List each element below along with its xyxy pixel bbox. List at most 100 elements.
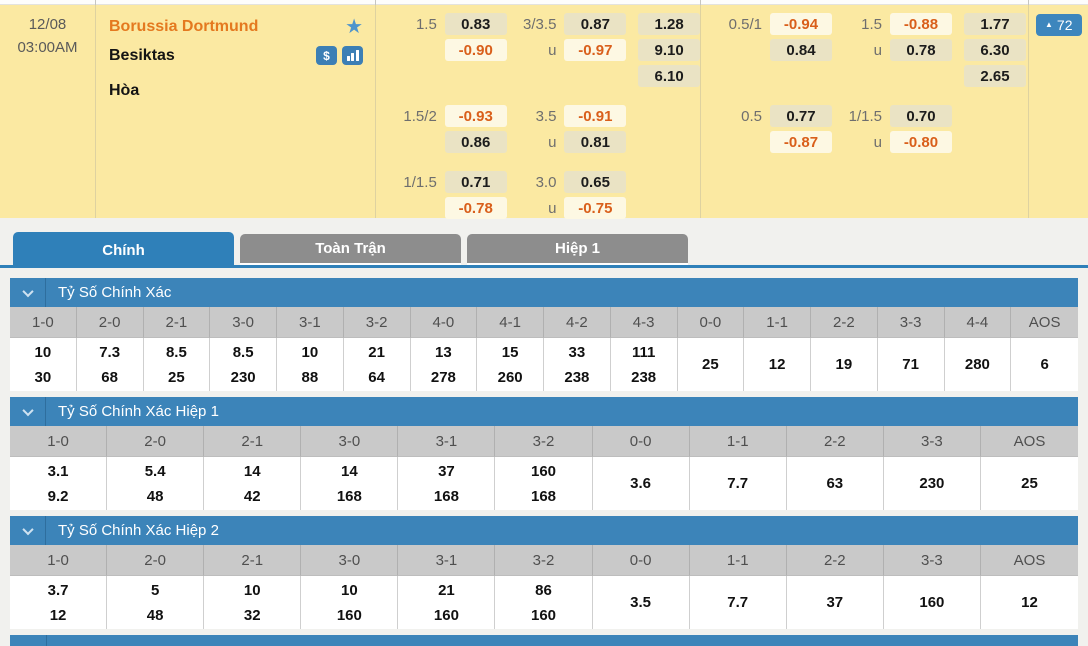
odds-1x2-value[interactable]: 1.77 (964, 13, 1026, 35)
score-odds-value[interactable]: 7.3 (99, 343, 121, 361)
score-odds-cell[interactable]: 3.6 (592, 457, 690, 510)
score-odds-value[interactable]: 71 (902, 356, 919, 373)
score-odds-value[interactable]: 13 (435, 343, 452, 361)
odds-value[interactable]: 0.71 (444, 171, 507, 193)
score-odds-value[interactable]: 280 (964, 356, 990, 373)
score-odds-value[interactable]: 6 (1040, 356, 1049, 373)
score-odds-value[interactable]: 64 (368, 368, 385, 386)
score-odds-value[interactable]: 10 (301, 343, 319, 361)
score-odds-value[interactable]: 160 (531, 462, 557, 480)
score-odds-cell[interactable]: 160 168 (495, 457, 593, 510)
odds-value[interactable]: -0.93 (444, 105, 507, 127)
score-odds-value[interactable]: 168 (433, 487, 459, 505)
score-odds-cell[interactable]: 5.4 48 (107, 457, 205, 510)
score-odds-value[interactable]: 230 (919, 475, 945, 492)
score-odds-value[interactable]: 230 (230, 368, 256, 386)
chevron-down-icon[interactable] (10, 516, 46, 545)
tab-hiep-1[interactable]: Hiệp 1 (467, 234, 688, 265)
odds-1x2-value[interactable]: 9.10 (638, 39, 701, 61)
bar-chart-icon[interactable] (342, 46, 363, 65)
score-odds-value[interactable]: 238 (564, 368, 590, 386)
star-favorite-icon[interactable]: ★ (345, 15, 363, 38)
score-odds-value[interactable]: 48 (146, 487, 164, 505)
score-odds-value[interactable]: 3.5 (630, 594, 652, 611)
chevron-down-icon[interactable] (10, 397, 46, 426)
odds-value[interactable]: 0.77 (770, 105, 832, 127)
score-odds-value[interactable]: 160 (919, 594, 945, 611)
odds-value[interactable]: 0.86 (444, 131, 507, 153)
score-odds-cell[interactable]: 3.7 12 (10, 576, 108, 629)
score-odds-cell[interactable]: 37 (786, 576, 884, 629)
score-odds-value[interactable]: 7.7 (727, 594, 749, 611)
away-team-name[interactable]: Besiktas (109, 46, 175, 64)
score-odds-value[interactable]: 30 (34, 368, 52, 386)
score-odds-cell[interactable]: 3.1 9.2 (10, 457, 108, 510)
score-odds-value[interactable]: 21 (368, 343, 385, 361)
odds-value[interactable]: 0.87 (564, 13, 627, 35)
score-odds-cell[interactable]: 8.5 25 (143, 338, 211, 391)
score-odds-value[interactable]: 63 (826, 475, 844, 492)
score-odds-value[interactable]: 3.7 (47, 581, 69, 599)
score-odds-cell[interactable]: 8.5 230 (210, 338, 277, 391)
score-odds-cell[interactable]: 71 (877, 338, 945, 391)
score-odds-cell[interactable]: 21 160 (398, 576, 496, 629)
score-odds-value[interactable]: 42 (243, 487, 261, 505)
odds-1x2-value[interactable]: 2.65 (964, 65, 1026, 87)
chevron-down-icon[interactable] (10, 278, 46, 307)
odds-value[interactable]: -0.91 (564, 105, 627, 127)
score-odds-cell[interactable]: 230 (883, 457, 981, 510)
score-odds-cell[interactable]: 10 30 (10, 338, 77, 391)
score-odds-cell[interactable]: 12 (980, 576, 1079, 629)
score-odds-value[interactable]: 21 (438, 581, 455, 599)
score-odds-cell[interactable]: 25 (980, 457, 1079, 510)
score-odds-value[interactable]: 3.1 (47, 462, 69, 480)
section-header[interactable]: Tỷ Số Chính Xác Hiệp 1 (10, 397, 1078, 426)
score-odds-value[interactable]: 88 (301, 368, 319, 386)
score-odds-value[interactable]: 168 (531, 487, 557, 505)
odds-value[interactable]: -0.75 (564, 197, 627, 219)
score-odds-value[interactable]: 32 (243, 606, 261, 624)
score-odds-value[interactable]: 25 (1021, 475, 1038, 492)
score-odds-cell[interactable]: 7.7 (689, 576, 787, 629)
score-odds-value[interactable]: 10 (243, 581, 261, 599)
score-odds-value[interactable]: 25 (168, 368, 185, 386)
score-odds-value[interactable]: 160 (433, 606, 459, 624)
score-odds-cell[interactable]: 10 32 (204, 576, 302, 629)
score-odds-cell[interactable]: 13 278 (410, 338, 478, 391)
odds-value[interactable]: -0.90 (444, 39, 507, 61)
score-odds-cell[interactable]: 12 (744, 338, 811, 391)
score-odds-cell[interactable]: 111 238 (610, 338, 678, 391)
score-odds-cell[interactable]: 3.5 (592, 576, 690, 629)
score-odds-value[interactable]: 10 (34, 343, 52, 361)
score-odds-value[interactable]: 9.2 (47, 487, 69, 505)
score-odds-value[interactable]: 8.5 (165, 343, 187, 361)
score-odds-value[interactable]: 68 (101, 368, 118, 386)
score-odds-value[interactable]: 12 (768, 356, 786, 373)
score-odds-cell[interactable]: 10 160 (301, 576, 399, 629)
score-odds-value[interactable]: 8.5 (232, 343, 254, 361)
tab-chinh[interactable]: Chính (13, 232, 234, 268)
score-odds-value[interactable]: 33 (568, 343, 586, 361)
score-odds-cell[interactable]: 14 168 (301, 457, 399, 510)
score-odds-value[interactable]: 15 (501, 343, 519, 361)
score-odds-cell[interactable]: 21 64 (343, 338, 411, 391)
odds-value[interactable]: -0.97 (564, 39, 627, 61)
score-odds-cell[interactable]: 37 168 (398, 457, 496, 510)
odds-value[interactable]: 0.84 (770, 39, 832, 61)
score-odds-value[interactable]: 48 (146, 606, 164, 624)
score-odds-value[interactable]: 5.4 (144, 462, 166, 480)
section-header[interactable]: Tỷ Số Chính Xác Hiệp 2 (10, 516, 1078, 545)
score-odds-cell[interactable]: 10 88 (277, 338, 344, 391)
score-odds-value[interactable]: 260 (497, 368, 523, 386)
score-odds-cell[interactable]: 7.3 68 (76, 338, 144, 391)
score-odds-cell[interactable]: 25 (677, 338, 745, 391)
score-odds-cell[interactable]: 15 260 (477, 338, 544, 391)
score-odds-cell[interactable]: 5 48 (107, 576, 205, 629)
score-odds-cell[interactable]: 160 (883, 576, 981, 629)
score-odds-value[interactable]: 168 (336, 487, 362, 505)
odds-value[interactable]: -0.80 (890, 131, 952, 153)
odds-value[interactable]: 0.78 (890, 39, 952, 61)
home-team-name[interactable]: Borussia Dortmund (109, 17, 259, 35)
score-odds-value[interactable]: 19 (835, 356, 853, 373)
odds-1x2-value[interactable]: 1.28 (638, 13, 701, 35)
